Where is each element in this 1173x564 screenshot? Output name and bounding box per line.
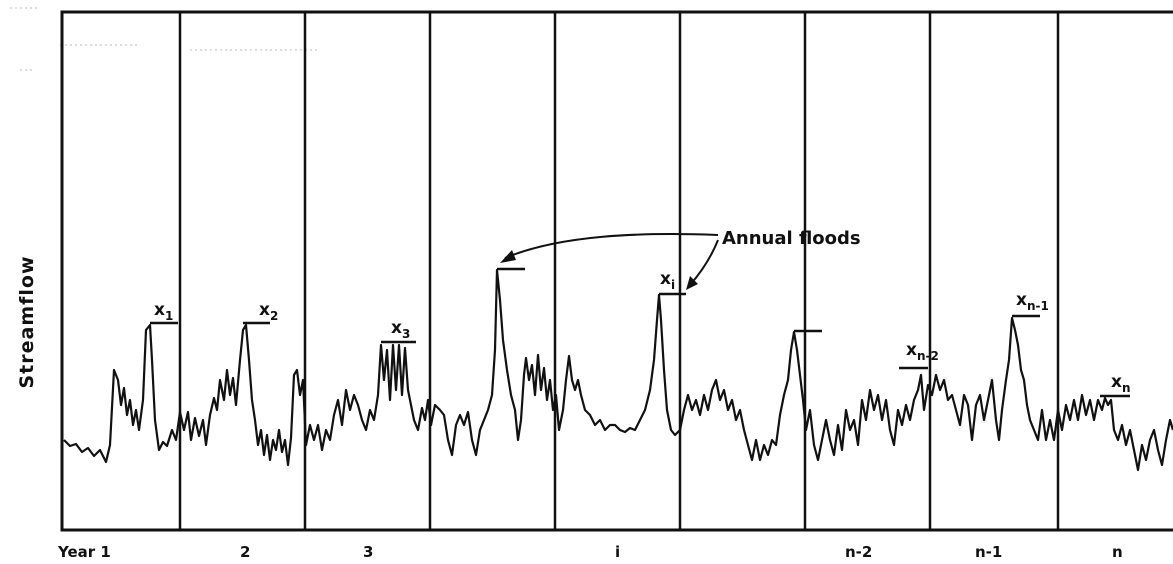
year-label-2: 2: [240, 543, 250, 561]
hydrograph-line: [63, 268, 1173, 472]
peak-label-xn2: xn-2: [906, 340, 939, 363]
annotation-arrows: [504, 233, 719, 286]
scan-artifacts: [10, 7, 320, 71]
year-label-i: i: [615, 543, 620, 561]
peak-markers: [150, 267, 1130, 398]
peak-label-xn1: xn-1: [1016, 290, 1049, 313]
year-label-n: n: [1112, 543, 1123, 561]
annual-floods-label: Annual floods: [722, 228, 861, 249]
arrowheads: [500, 250, 698, 290]
peak-labels: x1 x2 x3 xi xn-2 xn-1 xn: [154, 269, 1131, 395]
peak-label-xn: xn: [1111, 372, 1131, 395]
year-label-n-2: n-2: [845, 543, 872, 561]
year-labels: Year 1 2 3 i n-2 n-1 n: [57, 543, 1123, 561]
year-label-1: Year 1: [57, 543, 111, 561]
year-label-n-1: n-1: [975, 543, 1002, 561]
year-label-3: 3: [363, 543, 373, 561]
peak-label-x1: x1: [154, 300, 173, 323]
y-axis-label: Streamflow: [16, 255, 38, 388]
plot-frame: [60, 10, 1173, 532]
peak-label-xi: xi: [660, 269, 675, 292]
peak-label-x3: x3: [391, 318, 410, 341]
year-dividers: [178, 12, 1060, 530]
peak-label-x2: x2: [259, 300, 278, 323]
